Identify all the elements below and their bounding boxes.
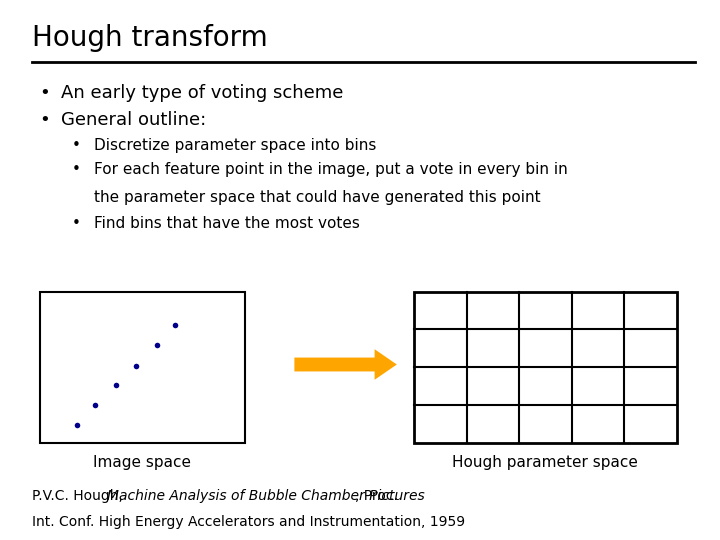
Text: the parameter space that could have generated this point: the parameter space that could have gene… bbox=[94, 190, 540, 205]
Text: Find bins that have the most votes: Find bins that have the most votes bbox=[94, 216, 359, 231]
Text: Machine Analysis of Bubble Chamber Pictures: Machine Analysis of Bubble Chamber Pictu… bbox=[107, 489, 424, 503]
Text: P.V.C. Hough,: P.V.C. Hough, bbox=[32, 489, 127, 503]
Bar bbox=[40, 292, 245, 443]
Text: Image space: Image space bbox=[93, 455, 192, 470]
Text: General outline:: General outline: bbox=[61, 111, 207, 129]
Text: An early type of voting scheme: An early type of voting scheme bbox=[61, 84, 343, 102]
Text: Hough parameter space: Hough parameter space bbox=[452, 455, 639, 470]
Text: , Proc.: , Proc. bbox=[355, 489, 398, 503]
Text: Hough transform: Hough transform bbox=[32, 24, 268, 52]
Text: Discretize parameter space into bins: Discretize parameter space into bins bbox=[94, 138, 376, 153]
Text: •: • bbox=[72, 216, 81, 231]
FancyArrowPatch shape bbox=[294, 349, 397, 380]
Text: Int. Conf. High Energy Accelerators and Instrumentation, 1959: Int. Conf. High Energy Accelerators and … bbox=[32, 515, 466, 529]
Bar bbox=[414, 292, 677, 443]
Text: •: • bbox=[72, 138, 81, 153]
Text: •: • bbox=[72, 162, 81, 177]
Text: •: • bbox=[40, 84, 50, 102]
Text: •: • bbox=[40, 111, 50, 129]
Text: For each feature point in the image, put a vote in every bin in: For each feature point in the image, put… bbox=[94, 162, 567, 177]
